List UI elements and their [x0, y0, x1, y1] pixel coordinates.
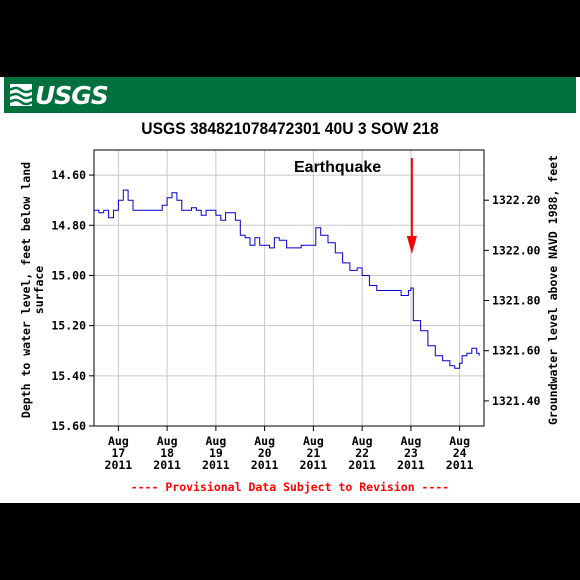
chart-title: USGS 384821078472301 40U 3 SOW 218 — [141, 119, 439, 138]
x-tick-day: 20 — [258, 446, 272, 460]
x-tick-day: 19 — [209, 446, 223, 460]
earthquake-arrow-icon — [406, 158, 417, 254]
y-axis-right: 1322.20 1322.00 1321.80 1321.60 1321.40 — [484, 193, 541, 408]
x-tick-month: Aug — [205, 434, 226, 448]
usgs-logo-text: USGS — [35, 80, 109, 110]
x-axis: Aug172011Aug182011Aug192011Aug202011Aug2… — [105, 426, 474, 472]
y-tick-label: 15.20 — [51, 319, 86, 333]
x-tick-year: 2011 — [202, 458, 230, 472]
x-tick-day: 17 — [111, 446, 125, 460]
y-axis-label-right: Groundwater level above NAVD 1988, feet — [546, 155, 560, 425]
y-tick-label-right: 1321.80 — [492, 294, 541, 308]
usgs-wave-icon — [10, 84, 32, 106]
x-tick-year: 2011 — [251, 458, 279, 472]
x-tick-month: Aug — [303, 434, 324, 448]
x-tick-month: Aug — [254, 434, 275, 448]
y-tick-label-right: 1321.60 — [492, 344, 541, 358]
usgs-banner: USGS — [4, 77, 576, 113]
x-tick-year: 2011 — [348, 458, 376, 472]
y-axis-label-left: Depth to water level, feet below landsur… — [19, 162, 46, 418]
x-tick-month: Aug — [449, 434, 470, 448]
x-tick-day: 18 — [160, 446, 174, 460]
x-tick-year: 2011 — [397, 458, 425, 472]
x-tick-day: 23 — [404, 446, 418, 460]
x-tick-month: Aug — [108, 434, 129, 448]
y-tick-label-right: 1322.20 — [492, 193, 541, 207]
series-line — [94, 189, 480, 369]
x-tick-year: 2011 — [105, 458, 133, 472]
y-tick-label: 15.00 — [51, 268, 86, 282]
grid — [94, 150, 484, 427]
provisional-footer: ---- Provisional Data Subject to Revisio… — [130, 480, 450, 494]
y-axis-left: 14.60 14.80 15.00 15.20 15.40 15.60 — [51, 168, 94, 433]
x-tick-month: Aug — [352, 434, 373, 448]
y-tick-label: 14.80 — [51, 218, 86, 232]
earthquake-annotation: Earthquake — [294, 159, 381, 176]
graph-frame: USGS USGS 384821078472301 40U 3 SOW 218 … — [0, 77, 580, 503]
y-tick-label-right: 1322.00 — [492, 243, 541, 257]
x-tick-year: 2011 — [446, 458, 474, 472]
x-tick-month: Aug — [400, 434, 421, 448]
x-tick-month: Aug — [157, 434, 178, 448]
plot-area — [93, 149, 485, 427]
x-tick-day: 22 — [355, 446, 369, 460]
x-tick-day: 24 — [453, 446, 467, 460]
x-tick-year: 2011 — [300, 458, 328, 472]
y-tick-label: 15.40 — [51, 369, 86, 383]
x-tick-year: 2011 — [153, 458, 181, 472]
y-axis-label-line-1: Depth to water level, feet below land — [19, 162, 33, 418]
y-tick-label-right: 1321.40 — [492, 394, 541, 408]
y-axis-label-line-2: surface — [32, 266, 46, 315]
y-tick-label: 15.60 — [51, 419, 86, 433]
x-tick-day: 21 — [306, 446, 320, 460]
y-tick-label: 14.60 — [51, 168, 86, 182]
usgs-logo: USGS — [10, 80, 109, 110]
arrow-head — [406, 236, 417, 254]
